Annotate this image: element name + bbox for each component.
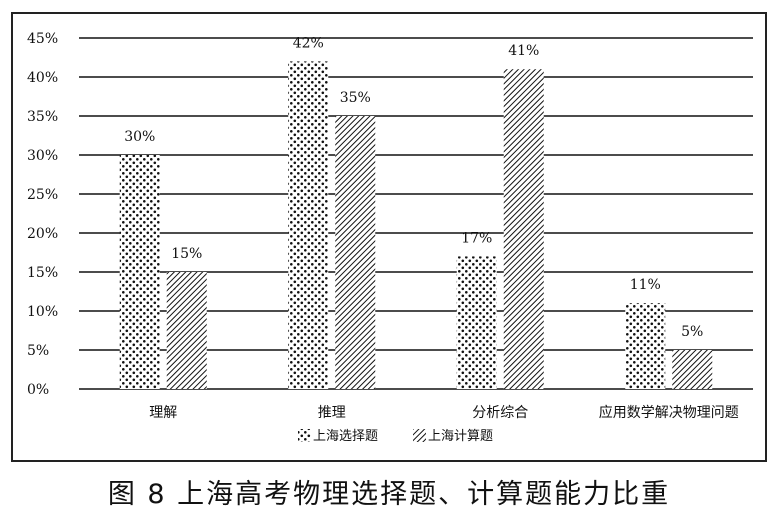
bars	[119, 61, 713, 390]
y-tick-label: 5%	[27, 343, 49, 359]
bar-calc-1	[335, 116, 376, 389]
y-tick-label: 30%	[27, 148, 58, 164]
value-labels: 30% 15% 42% 35% 17% 41% 11% 5%	[124, 35, 703, 340]
category-label: 分析综合	[472, 405, 528, 421]
y-tick-label: 25%	[27, 187, 58, 203]
y-tick-label: 10%	[27, 304, 58, 320]
value-label: 42%	[293, 35, 324, 51]
bar-calc-2	[503, 69, 544, 389]
bar-calc-3	[672, 350, 713, 389]
legend-swatch	[413, 429, 426, 442]
y-tick-label: 35%	[27, 109, 58, 125]
value-label: 5%	[681, 324, 703, 340]
y-tick-label: 20%	[27, 226, 58, 242]
value-label: 35%	[340, 90, 371, 106]
value-label: 15%	[171, 246, 202, 262]
category-label: 应用数学解决物理问题	[599, 404, 739, 421]
chart-frame: 0% 5% 10% 15% 20% 25% 30% 35% 40% 45% 30% 15% 42% 35…	[11, 12, 767, 462]
y-axis: 0% 5% 10% 15% 20% 25% 30% 35% 40% 45%	[27, 31, 58, 398]
bar-calc-0	[166, 272, 207, 389]
value-label: 17%	[461, 230, 492, 246]
category-label: 推理	[318, 405, 346, 421]
legend-entry: 上海选择题	[313, 429, 378, 444]
x-axis: 理解 推理 分析综合 应用数学解决物理问题	[149, 404, 739, 421]
value-label: 30%	[124, 129, 155, 145]
bar-choice-2	[456, 256, 497, 389]
y-tick-label: 0%	[27, 382, 49, 398]
bar-choice-1	[288, 61, 329, 390]
y-tick-label: 15%	[27, 265, 58, 281]
legend-swatch	[298, 429, 311, 442]
value-label: 11%	[630, 277, 661, 293]
category-label: 理解	[149, 405, 177, 421]
y-tick-label: 40%	[27, 70, 58, 86]
bar-choice-0	[119, 155, 160, 389]
y-tick-label: 45%	[27, 31, 58, 47]
bar-choice-3	[625, 303, 666, 389]
legend: 上海选择题 上海计算题	[298, 429, 493, 444]
value-label: 41%	[508, 43, 539, 59]
legend-entry: 上海计算题	[428, 429, 493, 444]
bar-chart: 0% 5% 10% 15% 20% 25% 30% 35% 40% 45% 30% 15% 42% 35…	[27, 31, 753, 444]
figure-caption: 图 8 上海高考物理选择题、计算题能力比重	[107, 479, 671, 510]
